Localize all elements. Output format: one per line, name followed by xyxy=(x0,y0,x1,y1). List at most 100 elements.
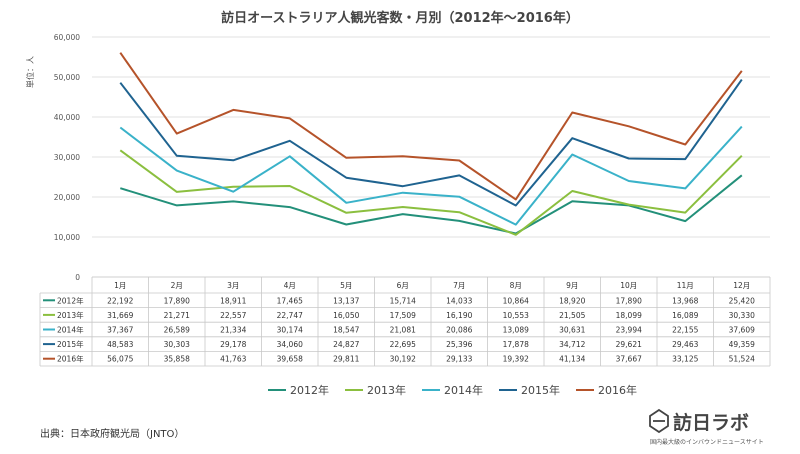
table-cell: 17,465 xyxy=(277,296,303,305)
x-tick-label: 9月 xyxy=(566,281,578,290)
y-tick-label: 10,000 xyxy=(54,233,80,242)
table-cell: 30,631 xyxy=(559,326,585,335)
legend: 2012年 2013年 2014年 2015年 2016年 xyxy=(268,383,637,397)
series-lines xyxy=(119,52,743,236)
y-tick-label: 60,000 xyxy=(54,33,80,42)
table-cell: 30,174 xyxy=(277,326,303,335)
table-cell: 15,714 xyxy=(390,296,416,305)
table-cell: 16,089 xyxy=(672,311,698,320)
table-cell: 16,050 xyxy=(333,311,359,320)
y-tick-label: 0 xyxy=(75,273,80,282)
y-tick-label: 30,000 xyxy=(54,153,80,162)
table-cell: 37,367 xyxy=(107,326,133,335)
table-cell: 23,994 xyxy=(616,326,642,335)
table-cell: 17,890 xyxy=(164,296,190,305)
series-line xyxy=(119,149,743,236)
table-cell: 18,099 xyxy=(616,311,642,320)
table-cell: 41,763 xyxy=(220,355,246,364)
table-cell: 17,878 xyxy=(503,340,529,349)
table-row-label: 2013年 xyxy=(57,310,84,320)
table-cell: 22,557 xyxy=(220,311,246,320)
x-tick-label: 1月 xyxy=(114,281,126,290)
table-row-label: 2016年 xyxy=(57,354,84,364)
y-tick-label: 50,000 xyxy=(54,73,80,82)
grid-lines xyxy=(92,36,770,278)
table-cell: 29,133 xyxy=(446,355,472,364)
table-cell: 22,695 xyxy=(390,340,416,349)
table-cell: 30,192 xyxy=(390,355,416,364)
x-tick-label: 3月 xyxy=(227,281,239,290)
table-cell: 29,178 xyxy=(220,340,246,349)
series-line xyxy=(119,79,743,207)
table-cell: 18,911 xyxy=(220,296,246,305)
x-tick-label: 11月 xyxy=(677,281,694,290)
data-table: 1月 2月 3月 4月 5月 6月 7月 8月 9月 10月 11月 12月 2012年 22,192 17… xyxy=(39,276,771,367)
x-tick-label: 6月 xyxy=(397,281,409,290)
logo-icon xyxy=(649,408,669,434)
table-cell: 17,890 xyxy=(616,296,642,305)
table-row-label: 2012年 xyxy=(57,295,84,305)
table-cell: 56,075 xyxy=(107,355,133,364)
table-cell: 34,712 xyxy=(559,340,585,349)
series-line xyxy=(120,174,743,235)
table-cell: 26,589 xyxy=(164,326,190,335)
y-axis-ticks: 0 10,000 20,000 30,000 40,000 50,000 60,000 xyxy=(54,33,80,282)
table-cell: 33,125 xyxy=(672,355,698,364)
table-cell: 48,583 xyxy=(107,340,133,349)
x-tick-label: 8月 xyxy=(510,281,522,290)
logo: 訪日ラボ 国内最大級のインバウンドニュースサイト xyxy=(649,408,764,446)
table-cell: 21,081 xyxy=(390,326,416,335)
legend-label: 2012年 xyxy=(290,383,329,397)
table-cell: 18,920 xyxy=(559,296,585,305)
x-tick-label: 10月 xyxy=(620,281,637,290)
table-row-label: 2015年 xyxy=(57,339,84,349)
table-cell: 16,190 xyxy=(446,311,472,320)
table-cell: 41,134 xyxy=(559,355,585,364)
table-cell: 37,667 xyxy=(616,355,642,364)
table-cell: 20,086 xyxy=(446,326,472,335)
table-row-label: 2014年 xyxy=(57,325,84,335)
table-cell: 24,827 xyxy=(333,340,359,349)
table-cell: 31,669 xyxy=(107,311,133,320)
table-cell: 22,747 xyxy=(277,311,303,320)
x-tick-label: 7月 xyxy=(453,281,465,290)
table-cell: 39,658 xyxy=(277,355,303,364)
table-cell: 37,609 xyxy=(729,326,755,335)
x-tick-label: 12月 xyxy=(733,281,750,290)
table-cell: 30,330 xyxy=(729,311,755,320)
legend-label: 2014年 xyxy=(444,383,483,397)
table-cell: 25,420 xyxy=(729,296,755,305)
table-cell: 22,155 xyxy=(672,326,698,335)
x-tick-label: 2月 xyxy=(171,281,183,290)
table-cell: 19,392 xyxy=(503,355,529,364)
y-tick-label: 40,000 xyxy=(54,113,80,122)
x-tick-label: 5月 xyxy=(340,281,352,290)
source-note: 出典：日本政府観光局（JNTO） xyxy=(40,427,184,440)
table-cell: 10,864 xyxy=(503,296,529,305)
legend-label: 2013年 xyxy=(367,383,406,397)
table-cell: 21,334 xyxy=(220,326,246,335)
series-line xyxy=(119,52,743,201)
table-cell: 29,621 xyxy=(616,340,642,349)
table-cell: 22,192 xyxy=(107,296,133,305)
table-cell: 25,396 xyxy=(446,340,472,349)
logo-name: 訪日ラボ xyxy=(673,411,749,434)
table-cell: 29,463 xyxy=(672,340,698,349)
table-cell: 21,505 xyxy=(559,311,585,320)
y-axis-unit-label: 単位：人 xyxy=(25,56,35,88)
table-cell: 35,858 xyxy=(164,355,190,364)
table-cell: 29,811 xyxy=(333,355,359,364)
chart-title: 訪日オーストラリア人観光客数・月別（2012年〜2016年） xyxy=(221,10,579,26)
legend-label: 2015年 xyxy=(521,383,560,397)
logo-tagline: 国内最大級のインバウンドニュースサイト xyxy=(650,438,764,446)
y-tick-label: 20,000 xyxy=(54,193,80,202)
table-cell: 10,553 xyxy=(503,311,529,320)
table-cell: 30,303 xyxy=(164,340,190,349)
table-cell: 18,547 xyxy=(333,326,359,335)
table-cell: 13,968 xyxy=(672,296,698,305)
legend-label: 2016年 xyxy=(598,383,637,397)
series-line xyxy=(119,125,743,226)
table-cell: 34,060 xyxy=(277,340,303,349)
table-cell: 49,359 xyxy=(729,340,755,349)
